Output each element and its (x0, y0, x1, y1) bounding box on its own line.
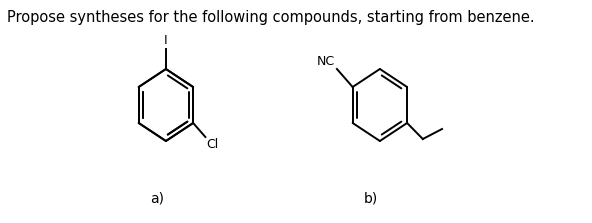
Text: Propose syntheses for the following compounds, starting from benzene.: Propose syntheses for the following comp… (7, 10, 535, 25)
Text: a): a) (150, 191, 164, 205)
Text: Cl: Cl (206, 138, 218, 151)
Text: NC: NC (317, 55, 335, 68)
Text: b): b) (364, 191, 378, 205)
Text: I: I (164, 34, 168, 47)
